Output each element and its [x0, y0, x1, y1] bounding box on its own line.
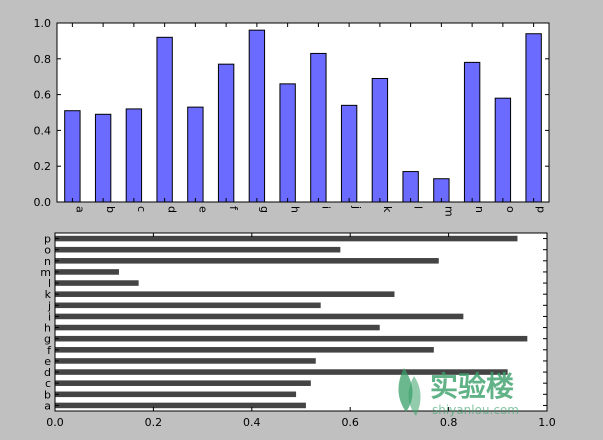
hbar-e [55, 358, 316, 364]
x-tick-label-d: d [166, 206, 179, 213]
y-tick-label: 0.8 [34, 53, 52, 66]
plot-frame [56, 22, 550, 203]
x-tick-label-h: h [289, 206, 302, 213]
y-tick-label-e: e [44, 355, 51, 368]
y-tick-label-g: g [44, 333, 51, 346]
y-tick-label-o: o [44, 244, 51, 257]
x-tick-label-p: p [535, 206, 548, 213]
x-tick-label: 0.6 [341, 416, 359, 429]
watermark-title: 实验楼 [430, 370, 514, 403]
x-tick-label: 0.2 [145, 416, 163, 429]
x-tick-label-i: i [319, 206, 332, 209]
hbar-b [55, 391, 297, 398]
y-tick-label-n: n [44, 255, 51, 268]
hbar-o [55, 246, 341, 253]
x-tick-label: 0.4 [243, 416, 261, 429]
bar-g [248, 29, 266, 203]
bar-l [402, 171, 419, 203]
x-tick-label-j: j [350, 205, 363, 209]
hbar-d [55, 369, 508, 375]
hbar-j [55, 302, 321, 309]
bar-i [310, 52, 327, 203]
hbar-g [55, 335, 528, 342]
hbar-p [55, 235, 518, 242]
bar-j [340, 104, 358, 203]
x-tick-label-b: b [104, 206, 117, 213]
hbar-m [55, 269, 119, 275]
plot-frame [54, 232, 548, 412]
bar-b [94, 113, 112, 203]
bar-e [187, 106, 204, 203]
x-tick-label: 1.0 [538, 416, 556, 429]
watermark-subtitle: shiyanlou.com [432, 403, 519, 417]
y-tick-label: 1.0 [34, 17, 52, 30]
watermark: 实验楼 shiyanlou.com [398, 368, 519, 417]
y-tick-label: 0.6 [34, 89, 52, 102]
hbar-l [55, 280, 139, 286]
hbar-a [55, 402, 306, 409]
y-tick-label-k: k [45, 288, 52, 301]
x-tick-label-f: f [227, 206, 240, 211]
bar-o [494, 97, 512, 203]
x-tick-label-k: k [381, 206, 394, 213]
vertical-bar-chart: a b c d e f g h i j k l m n o p 0.0 0.2 0.4 0.6 0.8 1.0 [34, 17, 550, 217]
y-tick-label: 0.2 [34, 160, 52, 173]
bar-d [156, 36, 173, 203]
hbar-n [55, 258, 439, 264]
x-tick-label-c: c [135, 206, 148, 212]
hbar-f [55, 347, 434, 353]
bar-f [217, 63, 235, 203]
x-tick-label-e: e [196, 206, 209, 213]
y-tick-label-c: c [45, 377, 51, 390]
y-tick-label-d: d [44, 366, 51, 379]
y-tick-label-a: a [44, 399, 51, 412]
y-tick-label-j: j [47, 299, 51, 312]
x-tick-label-l: l [412, 206, 425, 209]
y-tick-label: 0.0 [34, 196, 52, 209]
x-tick-label-a: a [73, 206, 86, 213]
y-tick-label-l: l [48, 277, 51, 290]
bar-n [463, 61, 481, 203]
y-tick-label-b: b [44, 388, 51, 401]
bar-k [371, 77, 389, 203]
hbar-i [55, 313, 464, 320]
y-tick-label-f: f [47, 344, 52, 357]
hbar-c [55, 380, 311, 386]
y-tick-label-h: h [44, 322, 51, 335]
x-tick-label-o: o [504, 206, 517, 213]
x-tick-label: 0.8 [440, 416, 458, 429]
y-tick-label-p: p [44, 233, 51, 246]
bar-h [279, 83, 296, 203]
x-tick-label: 0.0 [46, 416, 64, 429]
bar-c [125, 108, 143, 203]
x-tick-label-g: g [258, 206, 271, 213]
y-tick-label-m: m [40, 266, 51, 279]
hbar-k [55, 291, 395, 297]
bar-p [525, 33, 542, 203]
y-tick-label: 0.4 [34, 124, 52, 137]
watermark-logo-icon [398, 368, 421, 416]
hbar-h [55, 324, 380, 331]
y-tick-label-i: i [48, 310, 51, 323]
x-tick-label-m: m [442, 206, 455, 217]
x-tick-label-n: n [473, 206, 486, 213]
bar-a [64, 110, 81, 203]
